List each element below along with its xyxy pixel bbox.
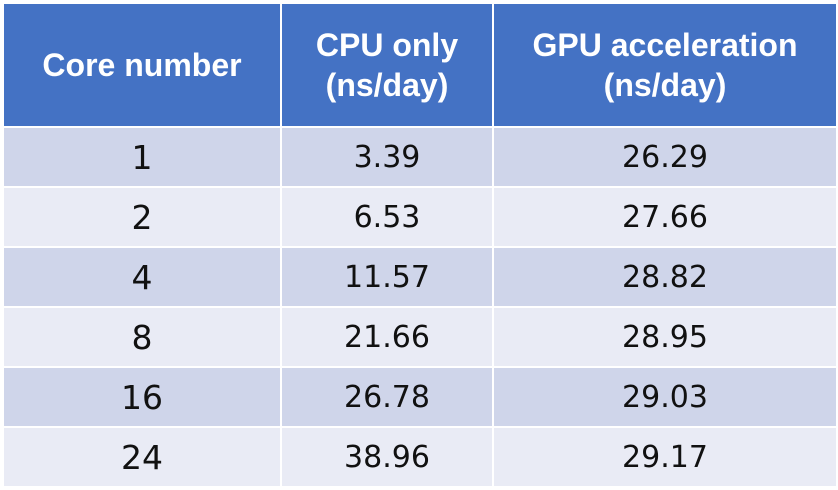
table-row: 2 6.53 27.66 xyxy=(2,186,838,248)
column-header-line: CPU only xyxy=(315,27,459,63)
header-gpu-acceleration: GPU acceleration (ns/day) xyxy=(492,2,838,128)
cell-gpu-acceleration: 29.03 xyxy=(492,366,838,428)
table-header-row: Core number CPU only (ns/day) GPU accelerat… xyxy=(2,2,838,128)
table-row: 1 3.39 26.29 xyxy=(2,126,838,188)
table-row: 24 38.96 29.17 xyxy=(2,426,838,488)
cell-gpu-acceleration: 29.17 xyxy=(492,426,838,488)
cell-core-number: 16 xyxy=(2,366,282,428)
cell-cpu-only: 26.78 xyxy=(280,366,494,428)
cell-cpu-only: 3.39 xyxy=(280,126,494,188)
cell-core-number: 4 xyxy=(2,246,282,308)
table-row: 4 11.57 28.82 xyxy=(2,246,838,308)
cell-core-number: 2 xyxy=(2,186,282,248)
cell-cpu-only: 6.53 xyxy=(280,186,494,248)
cell-cpu-only: 11.57 xyxy=(280,246,494,308)
cell-gpu-acceleration: 28.95 xyxy=(492,306,838,368)
table-row: 8 21.66 28.95 xyxy=(2,306,838,368)
column-header-line: (ns/day) xyxy=(603,67,727,103)
header-core-number: Core number xyxy=(2,2,282,128)
cell-gpu-acceleration: 27.66 xyxy=(492,186,838,248)
column-header-line: (ns/day) xyxy=(325,67,449,103)
column-header-line: GPU acceleration xyxy=(532,27,798,63)
cell-gpu-acceleration: 26.29 xyxy=(492,126,838,188)
table-body: 1 3.39 26.29 2 6.53 27.66 4 11.57 28.82 8 21.66 28.… xyxy=(2,126,838,488)
cell-core-number: 8 xyxy=(2,306,282,368)
table-row: 16 26.78 29.03 xyxy=(2,366,838,428)
cell-cpu-only: 21.66 xyxy=(280,306,494,368)
column-header-line: Core number xyxy=(42,47,242,83)
cell-core-number: 1 xyxy=(2,126,282,188)
cell-core-number: 24 xyxy=(2,426,282,488)
header-cpu-only: CPU only (ns/day) xyxy=(280,2,494,128)
cell-cpu-only: 38.96 xyxy=(280,426,494,488)
cell-gpu-acceleration: 28.82 xyxy=(492,246,838,308)
